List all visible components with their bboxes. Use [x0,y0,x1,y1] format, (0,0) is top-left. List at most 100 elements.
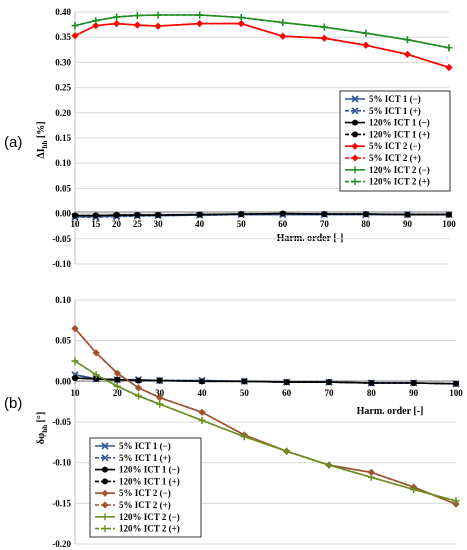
panel-a-ytick-label: -0.10 [52,259,71,269]
panel-a-legend-marker-5 [351,154,359,162]
panel-a-ytick-label: 0.35 [55,32,71,42]
panel-b-series-3-point [135,377,142,384]
panel-b-xtick-label: 80 [367,388,377,398]
panel-b-series-3-point-shape [368,379,375,386]
panel-b-series-3-point [283,379,290,386]
panel-a-legend-marker-1 [351,107,359,115]
panel-b-series-5-line [74,327,457,505]
yaxis-label-a-main: ΔI [36,148,47,158]
panel-a-series-7-point [320,23,328,31]
panel-a-ytick-label: 0.25 [55,83,71,93]
panel-b-series-3-point [368,379,375,386]
panel-label-a: (a) [4,134,22,151]
panel-a-series-3-point-shape [446,211,452,218]
panel-b-series-3-point-shape [114,376,121,383]
panel-a-series-3-point-shape [113,212,120,219]
panel-b-xtick-label: 50 [240,388,250,398]
panel-b-series-3-point-shape [410,379,417,386]
panel-a-xtick-label: 100 [442,219,456,229]
yaxis-label-a-unit: [%] [36,121,47,140]
panel-b-series-7-point [325,461,333,469]
panel-a-series-3-point [404,211,411,218]
panel-b-legend: 5% ICT 1 (−)5% ICT 1 (+)120% ICT 1 (−)12… [89,437,202,538]
panel-a-xtick-label: 70 [320,219,330,229]
panel-a-series-5-point-shape [362,41,370,49]
panel-a-series-5-point-shape [445,63,453,71]
panel-a-legend-marker-7 [351,178,359,186]
panel-a-legend-label-2: 120% ICT 1 (−) [369,118,430,128]
xaxis-label-b: Harm. order [-] [357,406,424,417]
panel-a-series-3-point [362,211,369,218]
panel-a-legend-label-3: 120% ICT 1 (+) [369,129,430,139]
panel-a-series-3-point [446,211,452,218]
panel-a-series-5-point [279,32,287,40]
panel-a-xtick-label: 50 [237,219,247,229]
yaxis-label-b-main: δφ [36,433,47,444]
panel-a-series-5-point [92,22,100,30]
panel-a-series-3-point [321,211,328,218]
panel-a-series-5-line [74,22,450,69]
yaxis-label-a: ΔIhh [%] [36,121,49,158]
yaxis-label-a-sub: hh [41,141,49,149]
panel-b-legend-marker-5-shape [101,501,109,509]
panel-b-ytick-label: -0.05 [52,417,71,427]
panel-a-ytick-label: 0.15 [55,133,71,143]
panel-b-legend-marker-3-shape [102,478,108,485]
panel-b-series-3-point-shape [156,377,163,384]
panel-b-legend-marker-6 [101,513,109,521]
panel-a-series-5-point-shape [133,21,141,29]
panel-a-series-3-point-shape [134,212,141,219]
panel-b-ytick-label: 0.00 [55,376,71,386]
panel-b-legend-marker-0-b [101,442,109,450]
panel-b-series-3-point [410,379,417,386]
panel-a-xtick-label: 10 [71,219,81,229]
panel-b-legend-marker-4 [101,489,109,497]
panel-label-b: (b) [4,395,22,412]
panel-a-series-7-point [403,36,411,44]
panel-b-series-3-point-shape [93,375,100,382]
panel-a-ytick-label: 0.00 [55,209,71,219]
panel-a-ytick-label: 0.40 [55,7,71,17]
panel-a-series-5-point-shape [154,22,162,30]
panel-a-series-7-point [445,44,453,52]
panel-b-series-5-point-shape [198,408,206,416]
panel-b-series-7-point [198,416,206,424]
panel-a-series-3-point-shape [238,211,245,218]
panel-b-series-3-point-shape [199,378,205,385]
panel-a-series-3-point-shape [362,211,369,218]
panel-a-series-7-point [154,11,162,19]
panel-b-series-5-point [198,408,206,416]
panel-a-series-3-point-shape [321,211,328,218]
panel-b-series-7-point [156,400,164,408]
panel-b-legend-box [89,437,202,538]
panel-a-series-5-point [113,20,121,28]
panel-b-series-7-point [452,497,460,505]
panel-a-series-7-point [279,19,287,27]
panel-a-series-3-point [279,210,286,217]
panel-b-series-3-point [156,377,163,384]
panel-a-series-3-point-shape [404,211,411,218]
panel-b-xtick-label: 30 [155,388,165,398]
panel-a-series-7-point [71,22,79,30]
panel-b-xtick-label: 70 [325,388,335,398]
panel-a-series-5-point [133,21,141,29]
panel-b-series-5-point [367,468,375,476]
panel-b-series-5-point [92,349,100,357]
panel-a-series-7-point [92,17,100,25]
panel-a-series-5-point [196,20,204,28]
panel-b-series-7-point [367,473,375,481]
panel-b-legend-label-2: 120% ICT 1 (−) [119,465,180,475]
panel-a-series-3-point-shape [279,210,286,217]
panel-b-series-5-point-shape [135,384,142,392]
panel-b-legend-label-6: 120% ICT 2 (−) [119,512,180,522]
panel-b-xtick-label: 40 [198,388,208,398]
panel-a-series-3-point-shape [72,212,78,219]
panel-a-series-5-point-shape [196,20,204,28]
panel-b-legend-label-4: 5% ICT 2 (−) [119,488,171,498]
panel-b-series-3-point [453,380,459,387]
panel-b-xtick-label: 100 [449,388,463,398]
panel-a-legend-marker-5-shape [351,154,359,162]
panel-b-series-7-point [240,433,248,441]
panel-b-series-5-point [113,369,121,377]
